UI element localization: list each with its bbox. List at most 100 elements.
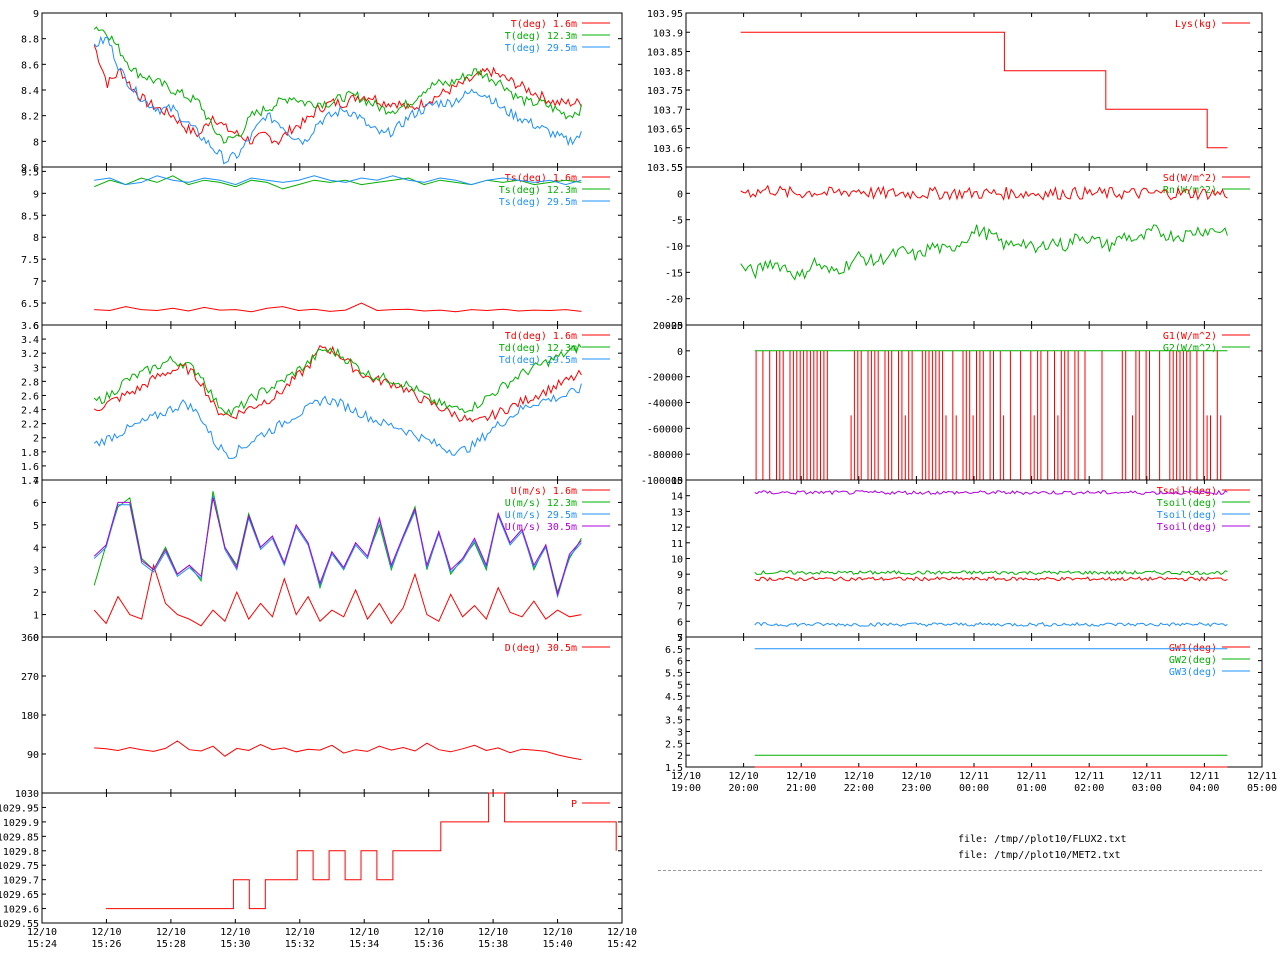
y-tick-label: 9 xyxy=(33,189,39,200)
y-tick-label: 6 xyxy=(677,657,683,668)
y-tick-label: 2.5 xyxy=(665,739,683,750)
x-tick-label: 12/11 xyxy=(1017,771,1047,782)
legend-label: U(m/s) 29.5m xyxy=(505,510,577,521)
y-tick-label: 103.7 xyxy=(653,105,683,116)
chart-met_d: 360 270 180 90 D(deg) 30.5m xyxy=(21,633,623,794)
chart-met_u: 7 6 5 4 3 2 1 0 U(m/s) 1.6mU(m/s) 12.3mU(m/s) 29… xyxy=(33,476,623,644)
series-g1-spikes xyxy=(755,350,1222,480)
x-tick-label: 23:00 xyxy=(901,783,931,794)
y-tick-label: 10 xyxy=(671,555,683,566)
x-tick-label: 12/10 xyxy=(607,927,637,938)
y-tick-label: 5.5 xyxy=(665,668,683,679)
y-tick-label: 103.6 xyxy=(653,144,683,155)
x-tick-label: 12/10 xyxy=(543,927,573,938)
y-tick-label: 7 xyxy=(677,602,683,613)
y-tick-label: 2.4 xyxy=(21,406,39,417)
y-tick-label: 6 xyxy=(677,617,683,628)
y-tick-label: 8.4 xyxy=(21,86,39,97)
y-tick-label: 3.4 xyxy=(21,335,39,346)
y-tick-label: 6 xyxy=(33,498,39,509)
y-tick-label: 7 xyxy=(33,277,39,288)
x-tick-label: 15:28 xyxy=(156,939,186,950)
y-tick-label: 0 xyxy=(677,189,683,200)
chart-flux_gw: 76.565.554.543.532.521.512/1019:0012/102… xyxy=(665,633,1277,794)
y-tick-label: 2 xyxy=(33,434,39,445)
x-tick-label: 15:32 xyxy=(285,939,315,950)
chart-met_t: 9 8.8 8.6 8.4 8.2 8 T(deg) 1.6mT(deg) 12.3mT(d… xyxy=(21,9,623,168)
y-tick-label: 6 xyxy=(33,321,39,332)
series-line xyxy=(93,497,582,597)
y-tick-label: 4.5 xyxy=(665,692,683,703)
x-tick-label: 15:36 xyxy=(414,939,444,950)
chart-met_p: 1030 1029.95 1029.9 1029.85 1029.8 1029.75 102… xyxy=(0,789,637,950)
y-tick-label: 0 xyxy=(677,347,683,358)
x-tick-label: 12/10 xyxy=(729,771,759,782)
series-line xyxy=(94,740,582,761)
y-tick-label: 14 xyxy=(671,492,683,503)
legend-label: T(deg) 1.6m xyxy=(511,19,577,30)
y-tick-label: 9 xyxy=(677,570,683,581)
y-tick-label: 180 xyxy=(21,711,39,722)
y-tick-label: 9.5 xyxy=(21,167,39,178)
y-tick-label: 103.9 xyxy=(653,28,683,39)
series-line xyxy=(740,31,1228,149)
x-tick-label: 12/10 xyxy=(91,927,121,938)
y-tick-label: 8.2 xyxy=(21,112,39,123)
y-tick-label: 1030 xyxy=(15,789,39,800)
divider-dashed xyxy=(658,870,1262,871)
x-tick-label: 12/10 xyxy=(671,771,701,782)
file-list: file: /tmp//plot10/FLUX2.txt file: /tmp/… xyxy=(958,832,1127,864)
x-tick-label: 15:38 xyxy=(478,939,508,950)
y-tick-label: 103.55 xyxy=(647,163,683,174)
plot-frame xyxy=(41,636,623,794)
series-line xyxy=(740,224,1228,281)
y-tick-label: 12 xyxy=(671,523,683,534)
y-tick-label: 1029.65 xyxy=(0,890,39,901)
y-tick-label: 2 xyxy=(677,751,683,762)
y-tick-label: 2 xyxy=(33,588,39,599)
x-tick-label: 12/10 xyxy=(156,927,186,938)
y-tick-label: -20 xyxy=(665,295,683,306)
y-tick-label: 8 xyxy=(33,233,39,244)
legend-label: U(m/s) 1.6m xyxy=(511,486,577,497)
y-tick-label: 3 xyxy=(677,728,683,739)
y-tick-label: 15 xyxy=(671,476,683,487)
y-tick-label: 0 xyxy=(33,633,39,644)
y-tick-label: 6.5 xyxy=(665,645,683,656)
series-line xyxy=(754,489,1228,496)
legend-label: Td(deg) 1.6m xyxy=(505,331,577,342)
series-line xyxy=(93,344,582,423)
y-tick-label: 1029.9 xyxy=(3,818,39,829)
y-tick-label: 4 xyxy=(33,543,39,554)
y-tick-label: 2.2 xyxy=(21,420,39,431)
y-tick-label: 103.95 xyxy=(647,9,683,20)
y-tick-label: 7 xyxy=(33,476,39,487)
y-tick-label: 5 xyxy=(677,163,683,174)
legend-label: G1(W/m^2) xyxy=(1163,331,1217,342)
y-tick-label: -20000 xyxy=(647,373,683,384)
series-line xyxy=(93,343,582,417)
y-tick-label: -5 xyxy=(671,216,683,227)
x-tick-label: 21:00 xyxy=(786,783,816,794)
y-tick-label: -25 xyxy=(665,321,683,332)
y-tick-label: 103.65 xyxy=(647,125,683,136)
x-tick-label: 15:30 xyxy=(220,939,250,950)
legend-label: Tsoil(deg) xyxy=(1157,498,1217,509)
y-tick-label: 3 xyxy=(33,363,39,374)
legend-label: Tsoil(deg) xyxy=(1157,522,1217,533)
chart-met_td: 3.6 3.4 3.2 3 2.8 2.6 2.4 2.2 2 1.8 1.6 1.4 Td(deg) … xyxy=(21,321,623,487)
y-tick-label: 1.5 xyxy=(665,763,683,774)
y-tick-label: 1029.7 xyxy=(3,876,39,887)
legend-label: Rn(W/m^2) xyxy=(1163,185,1217,196)
x-tick-label: 15:24 xyxy=(27,939,57,950)
y-tick-label: 4 xyxy=(677,704,683,715)
y-tick-label: 1029.6 xyxy=(3,905,39,916)
x-tick-label: 12/10 xyxy=(786,771,816,782)
y-tick-label: 103.8 xyxy=(653,67,683,78)
y-tick-label: 7.5 xyxy=(21,255,39,266)
series-line xyxy=(93,35,582,165)
y-tick-label: 11 xyxy=(671,539,683,550)
legend-label: T(deg) 12.3m xyxy=(505,31,577,42)
y-tick-label: 7 xyxy=(677,633,683,644)
